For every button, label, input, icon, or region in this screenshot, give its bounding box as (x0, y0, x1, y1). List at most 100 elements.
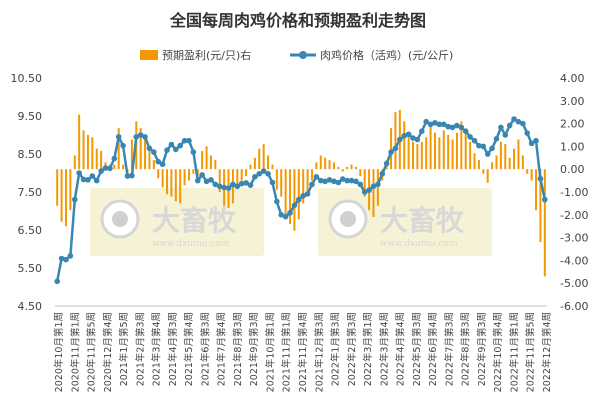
x-tick-label: 2022年2月第3周 (346, 312, 358, 386)
price-point (54, 278, 60, 285)
watermark-2: 大畜牧 www.dxumu.com (318, 188, 492, 256)
x-tick-label: 2022年3月第4周 (378, 312, 390, 386)
profit-bar (341, 169, 344, 172)
profit-bar (306, 169, 309, 192)
watermark-text: 大畜牧 (152, 204, 237, 237)
price-point (177, 142, 183, 149)
x-tick-label: 2022年12月第4周 (541, 312, 553, 392)
watermark-url: www.dxumu.com (380, 239, 457, 249)
profit-bar (240, 169, 243, 181)
price-point (151, 149, 157, 155)
price-point (190, 149, 197, 155)
price-point (375, 181, 381, 188)
watermark-logo-dot (340, 211, 356, 227)
right-tick-label: 4.00 (560, 72, 585, 85)
right-tick-label: 0.00 (560, 163, 585, 176)
bar-series (56, 109, 546, 277)
price-point (199, 172, 205, 178)
profit-bar (289, 169, 292, 224)
right-axis: 4.00 3.00 2.00 1.00 0.00 -1.00 -2.00 -3.00 -4.00… (560, 72, 588, 313)
price-point (278, 212, 285, 218)
profit-bar (464, 132, 467, 170)
x-tick-label: 2022年5月第3周 (411, 312, 423, 386)
price-point (322, 178, 328, 185)
profit-bar (69, 169, 72, 211)
price-point (392, 145, 399, 152)
profit-bar (315, 162, 318, 170)
profit-bar (139, 128, 142, 170)
right-tick-label: 2.00 (560, 118, 585, 131)
profit-bar (130, 139, 133, 170)
price-point (520, 120, 526, 127)
price-point (300, 193, 306, 199)
price-point (102, 165, 109, 171)
profit-bar (64, 169, 67, 227)
profit-bar (166, 169, 169, 195)
profit-bar (218, 169, 221, 192)
price-point (146, 145, 153, 152)
price-point (80, 176, 87, 183)
line-series (54, 116, 548, 285)
price-point (181, 137, 188, 144)
price-point (542, 196, 548, 203)
price-point (67, 253, 74, 259)
profit-bar (482, 169, 485, 174)
price-point (502, 132, 509, 138)
profit-bar (455, 132, 458, 170)
profit-bar (354, 166, 357, 170)
price-point (216, 183, 223, 190)
price-point (436, 121, 443, 128)
right-tick-label: 1.00 (560, 140, 585, 153)
price-point (348, 177, 355, 184)
profit-bar (403, 121, 406, 170)
legend: 预期盈利(元/只)右 肉鸡价格（活鸡）(元/公斤) (140, 48, 453, 62)
price-point (379, 170, 386, 177)
price-point (133, 134, 140, 140)
price-point (58, 255, 65, 262)
profit-bar (433, 132, 436, 170)
price-point (155, 158, 162, 165)
x-tick-label: 2022年6月第4周 (427, 312, 439, 386)
chart-title: 全国每周肉鸡价格和预期盈利走势图 (169, 11, 426, 30)
profit-bar (122, 164, 125, 170)
price-point (454, 122, 460, 129)
x-tick-label: 2022年8月第3周 (460, 312, 472, 386)
legend-item-bar: 预期盈利(元/只)右 (140, 48, 251, 62)
price-point (524, 130, 531, 136)
x-tick-label: 2020年11月第1周 (69, 312, 81, 392)
profit-bar (473, 153, 476, 170)
profit-bar (530, 169, 533, 181)
profit-bar (332, 162, 335, 170)
price-point (484, 151, 491, 157)
price-point (208, 177, 214, 183)
price-point (111, 155, 118, 162)
price-point (274, 198, 280, 205)
profit-bar (271, 164, 274, 170)
x-tick-label: 2022年1月第3周 (330, 312, 342, 386)
price-point (476, 142, 482, 149)
price-point (159, 161, 166, 168)
price-point (317, 177, 324, 184)
price-point (458, 124, 465, 131)
legend-label-line: 肉鸡价格（活鸡）(元/公斤) (320, 48, 453, 62)
price-point (383, 160, 390, 167)
left-tick-label: 9.50 (18, 110, 43, 123)
profit-bar (394, 112, 397, 170)
price-point (405, 131, 412, 138)
price-point (137, 132, 144, 138)
x-tick-label: 2020年12月第4周 (102, 312, 114, 392)
profit-bar (78, 114, 81, 170)
profit-bar (521, 155, 524, 170)
profit-bar (328, 160, 331, 170)
price-point (357, 181, 364, 188)
right-tick-label: -3.00 (560, 232, 588, 245)
profit-bar (205, 146, 208, 170)
price-point (511, 116, 517, 122)
profit-bar (117, 128, 120, 170)
profit-bar (297, 169, 300, 220)
price-point (528, 140, 535, 147)
price-point (313, 174, 320, 180)
profit-bar (469, 141, 472, 170)
price-point (489, 145, 495, 152)
profit-bar (372, 169, 375, 218)
